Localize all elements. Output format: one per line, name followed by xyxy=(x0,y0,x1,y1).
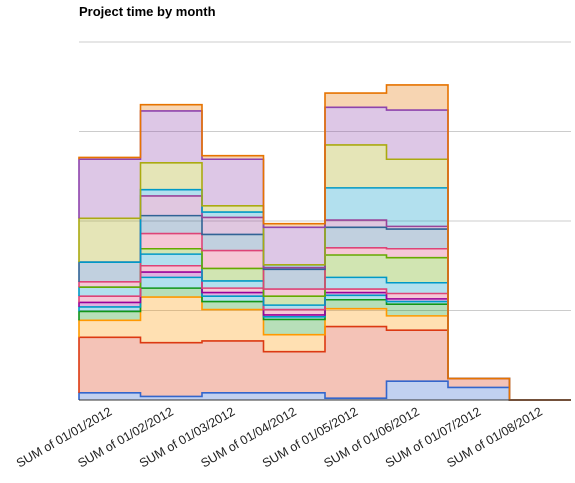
chart-title: Project time by month xyxy=(79,4,216,19)
series-line-1 xyxy=(78,380,571,401)
series-line-16 xyxy=(78,84,571,401)
series-lines xyxy=(78,84,571,401)
